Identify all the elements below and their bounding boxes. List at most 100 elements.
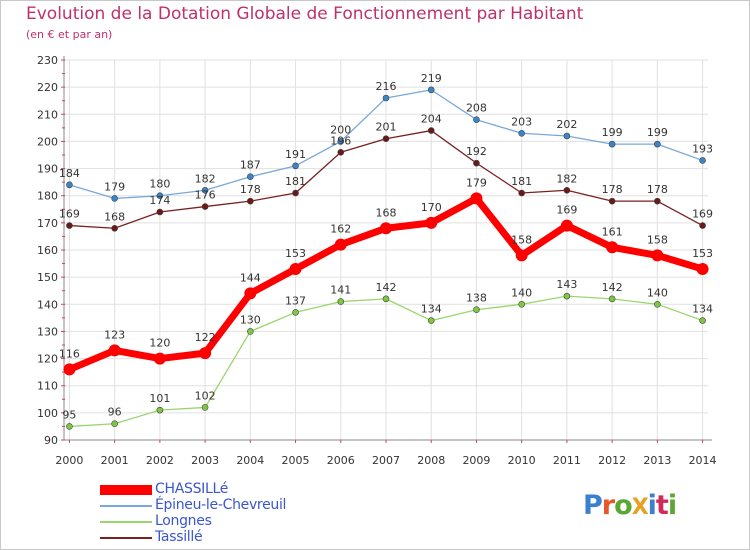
data-point xyxy=(518,189,525,197)
data-label: 142 xyxy=(602,281,623,294)
data-label: 178 xyxy=(647,183,668,196)
data-label: 123 xyxy=(104,328,125,341)
x-tick-label: 2006 xyxy=(327,454,355,467)
data-label: 174 xyxy=(149,194,170,207)
data-label: 216 xyxy=(376,80,397,93)
data-label: 180 xyxy=(149,178,170,191)
data-point xyxy=(427,317,435,324)
data-point xyxy=(334,238,347,251)
data-label: 169 xyxy=(556,204,577,217)
legend-swatch xyxy=(100,521,152,523)
data-label: 192 xyxy=(466,145,487,158)
data-point xyxy=(563,186,571,194)
data-point xyxy=(699,157,706,164)
x-tick-label: 2002 xyxy=(146,454,174,467)
data-point xyxy=(247,197,254,205)
data-label: 178 xyxy=(602,183,623,196)
y-tick-label: 110 xyxy=(37,380,58,393)
data-label: 170 xyxy=(421,201,442,214)
x-tick-label: 2009 xyxy=(462,454,490,467)
legend-swatch xyxy=(100,537,152,539)
y-tick-label: 140 xyxy=(37,298,58,311)
data-label: 169 xyxy=(59,208,80,221)
data-point xyxy=(66,423,73,430)
data-point xyxy=(654,197,661,205)
data-label: 95 xyxy=(62,408,76,421)
y-tick-label: 190 xyxy=(37,163,58,176)
data-label: 153 xyxy=(285,247,306,260)
legend-swatch xyxy=(100,505,152,507)
proxiti-logo: ProXiti xyxy=(583,490,677,521)
data-label: 201 xyxy=(376,121,397,134)
y-tick-label: 90 xyxy=(44,434,58,447)
data-point xyxy=(111,195,118,202)
data-point xyxy=(473,159,480,167)
x-tick-label: 2001 xyxy=(101,454,129,467)
data-label: 202 xyxy=(556,118,577,131)
data-label: 178 xyxy=(240,183,261,196)
data-label: 143 xyxy=(556,278,577,291)
data-label: 158 xyxy=(511,233,532,246)
data-label: 120 xyxy=(149,337,170,350)
data-point xyxy=(654,140,661,148)
data-label: 140 xyxy=(511,286,532,299)
data-label: 179 xyxy=(466,176,487,189)
data-label: 134 xyxy=(421,303,442,316)
data-point xyxy=(199,347,212,360)
data-label: 187 xyxy=(240,159,261,172)
data-point xyxy=(337,138,345,145)
data-point xyxy=(563,132,571,140)
data-label: 169 xyxy=(692,208,713,221)
data-point xyxy=(201,203,209,210)
data-point xyxy=(380,222,392,235)
data-point xyxy=(427,86,435,94)
data-label: 176 xyxy=(195,189,216,202)
data-label: 193 xyxy=(692,142,713,155)
data-point xyxy=(66,181,73,189)
data-label: 161 xyxy=(602,225,623,238)
data-label: 134 xyxy=(692,303,713,316)
data-label: 140 xyxy=(647,286,668,299)
data-point xyxy=(473,116,480,124)
data-point xyxy=(66,222,73,229)
data-label: 200 xyxy=(330,123,351,136)
data-point xyxy=(289,263,302,275)
data-label: 138 xyxy=(466,292,487,305)
data-label: 102 xyxy=(195,389,216,402)
data-label: 168 xyxy=(376,206,397,219)
data-label: 208 xyxy=(466,102,487,115)
x-tick-label: 2013 xyxy=(643,454,671,467)
x-tick-label: 2011 xyxy=(553,454,581,467)
data-point xyxy=(156,192,164,200)
data-point xyxy=(699,317,706,324)
data-point xyxy=(201,404,209,411)
x-tick-label: 2012 xyxy=(598,454,626,467)
data-label: 203 xyxy=(511,115,532,128)
y-tick-label: 120 xyxy=(37,353,58,366)
data-label: 96 xyxy=(108,406,122,419)
data-label: 153 xyxy=(692,247,713,260)
data-point xyxy=(608,197,616,205)
data-label: 142 xyxy=(376,281,397,294)
data-point xyxy=(111,224,118,232)
data-point xyxy=(337,298,345,305)
data-point xyxy=(63,363,76,376)
data-label: 196 xyxy=(330,134,351,147)
legend-label: Tassillé xyxy=(155,529,203,545)
legend-label: CHASSILLé xyxy=(155,481,229,497)
data-label: 141 xyxy=(330,284,351,297)
data-point xyxy=(608,140,616,148)
data-point xyxy=(515,249,528,262)
data-label: 204 xyxy=(421,113,442,126)
data-point xyxy=(560,219,573,232)
x-tick-label: 2003 xyxy=(191,454,219,467)
data-point xyxy=(382,135,390,143)
y-tick-label: 210 xyxy=(37,108,58,121)
data-point xyxy=(108,344,121,357)
data-point xyxy=(608,295,616,303)
data-label: 182 xyxy=(195,172,216,185)
data-label: 181 xyxy=(511,175,532,188)
legend-label: Longnes xyxy=(155,513,212,529)
data-label: 181 xyxy=(285,175,306,188)
x-tick-label: 2008 xyxy=(417,454,445,467)
